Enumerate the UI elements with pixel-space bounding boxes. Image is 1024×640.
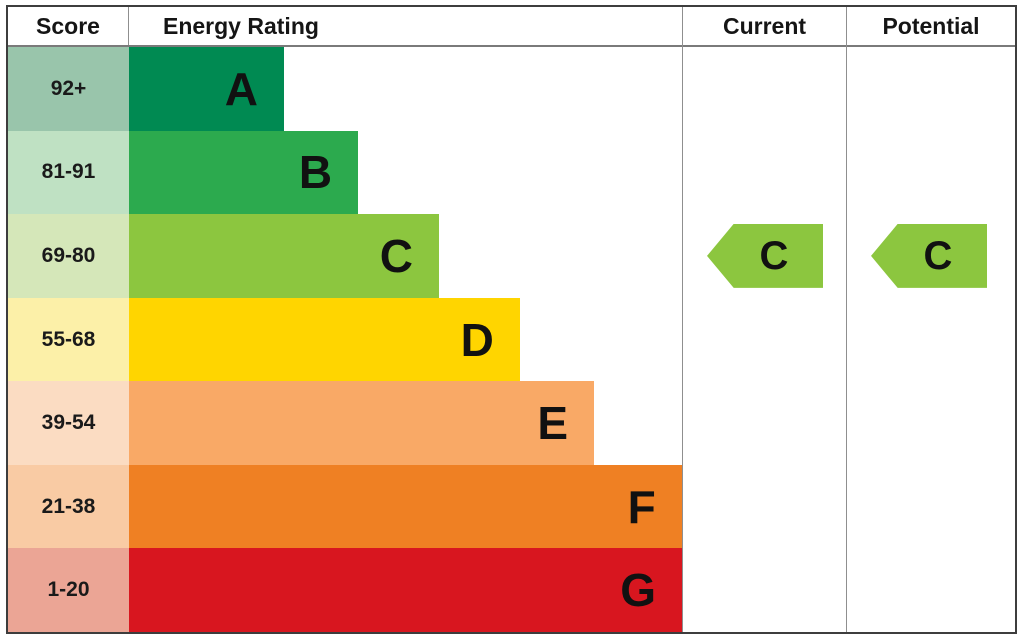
- band-score: 39-54: [8, 381, 129, 465]
- band-letter: E: [537, 397, 569, 450]
- band-row-g: 1-20 G: [8, 548, 682, 633]
- current-header: Current: [683, 7, 846, 47]
- band-row-f: 21-38 F: [8, 464, 682, 549]
- current-column: Current C: [682, 7, 846, 632]
- potential-header: Potential: [847, 7, 1015, 47]
- band-row-d: 55-68 D: [8, 297, 682, 382]
- bands-body: 92+ A 81-91 B 69-80 C 55-68: [8, 47, 682, 633]
- potential-rating-letter: C: [923, 233, 953, 278]
- current-arrow: C: [707, 223, 823, 288]
- current-rating-letter: C: [759, 233, 789, 278]
- band-score: 81-91: [8, 130, 129, 215]
- band-score: 21-38: [8, 464, 129, 549]
- band-letter: B: [298, 146, 333, 199]
- band-bar: E: [129, 381, 595, 465]
- potential-arrow: C: [871, 223, 987, 288]
- band-score: 1-20: [8, 548, 129, 633]
- energy-rating-header: Energy Rating: [163, 12, 319, 39]
- score-header: Score: [8, 7, 129, 45]
- band-bar: C: [129, 214, 440, 298]
- band-letter: C: [379, 229, 414, 282]
- band-letter: D: [460, 313, 494, 366]
- band-score: 55-68: [8, 297, 129, 382]
- band-bar: G: [129, 548, 682, 633]
- band-score: 92+: [8, 47, 129, 131]
- current-arrow-area: C: [683, 47, 846, 632]
- epc-rating-chart: Score Energy Rating 92+ A 81-91 B 69-80 …: [6, 5, 1017, 634]
- band-row-a: 92+ A: [8, 47, 682, 131]
- band-row-e: 39-54 E: [8, 381, 682, 465]
- potential-arrow-area: C: [847, 47, 1015, 632]
- band-bar: F: [129, 464, 682, 549]
- band-row-c: 69-80 C: [8, 214, 682, 298]
- potential-column: Potential C: [846, 7, 1015, 632]
- band-bar: A: [129, 47, 285, 131]
- band-letter: F: [627, 480, 656, 533]
- band-letter: G: [620, 564, 656, 617]
- band-bar: D: [129, 297, 520, 382]
- header-row: Score Energy Rating: [8, 7, 682, 47]
- band-score: 69-80: [8, 214, 129, 298]
- rating-section: Score Energy Rating 92+ A 81-91 B 69-80 …: [8, 7, 682, 633]
- band-row-b: 81-91 B: [8, 130, 682, 215]
- band-bar: B: [129, 130, 359, 215]
- band-letter: A: [224, 62, 259, 115]
